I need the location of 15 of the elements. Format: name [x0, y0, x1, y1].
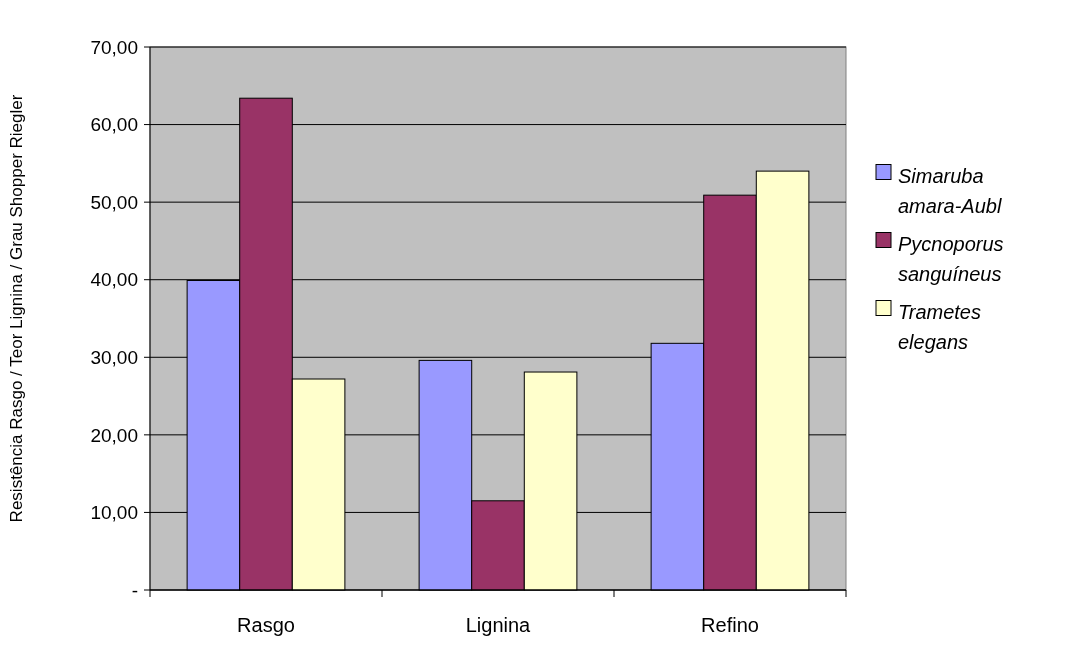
y-tick-label: - [131, 579, 138, 601]
x-tick-label: Rasgo [237, 614, 295, 636]
legend-label: Simaruba amara-Aubl [898, 164, 1002, 217]
x-tick-label: Refino [701, 614, 759, 636]
y-tick-label: 20,00 [90, 424, 138, 446]
legend-label: Pycnoporus sanguíneus [898, 232, 1004, 285]
y-tick-label: 40,00 [90, 269, 138, 291]
x-tick-label: Lignina [465, 614, 532, 636]
legend-label: Trametes elegans [898, 300, 981, 353]
y-tick-label: 30,00 [90, 346, 138, 368]
y-axis-title: Resistência Rasgo / Teor Lignina / Grau Shopper Riegler [7, 94, 26, 523]
y-tick-label: 60,00 [90, 114, 138, 136]
y-tick-label: 10,00 [90, 502, 138, 524]
y-tick-label: 70,00 [90, 36, 138, 58]
y-tick-label: 50,00 [90, 191, 138, 213]
